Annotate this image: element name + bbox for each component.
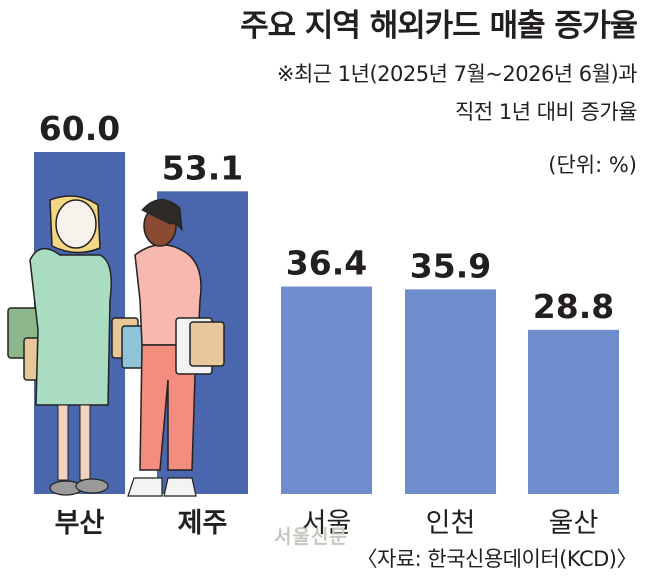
value-label-울산: 28.8 <box>533 287 614 326</box>
category-label-서울: 서울 <box>302 508 352 539</box>
source-note: 〈자료: 한국신용데이터(KCD)〉 <box>356 547 638 571</box>
face-mask-icon <box>55 199 97 249</box>
watermark-text: 서울신문 <box>274 526 348 548</box>
bar-서울 <box>281 286 372 494</box>
value-label-인천: 35.9 <box>410 246 491 285</box>
category-label-울산: 울산 <box>549 508 599 539</box>
shoppers-illustration <box>7 195 225 497</box>
shopping-bag-icon <box>189 321 225 367</box>
category-label-인천: 인천 <box>426 508 476 539</box>
woman-with-mask-figure <box>7 195 112 496</box>
value-label-서울: 36.4 <box>286 244 367 283</box>
value-label-부산: 60.0 <box>39 109 120 148</box>
chart-title: 주요 지역 해외카드 매출 증가율 <box>240 8 638 44</box>
chart-note-line-1: ※최근 1년(2025년 7월~2026년 6월)과 <box>276 62 638 86</box>
woman-in-hoodie-figure <box>111 199 225 497</box>
unit-label: (단위: %) <box>548 153 637 177</box>
value-label-제주: 53.1 <box>162 148 243 187</box>
category-label-부산: 부산 <box>55 508 105 539</box>
bar-인천 <box>405 289 496 494</box>
category-label-제주: 제주 <box>178 508 228 539</box>
bar-울산 <box>528 329 619 494</box>
chart-note-line-2: 직전 1년 대비 증가율 <box>455 100 637 124</box>
